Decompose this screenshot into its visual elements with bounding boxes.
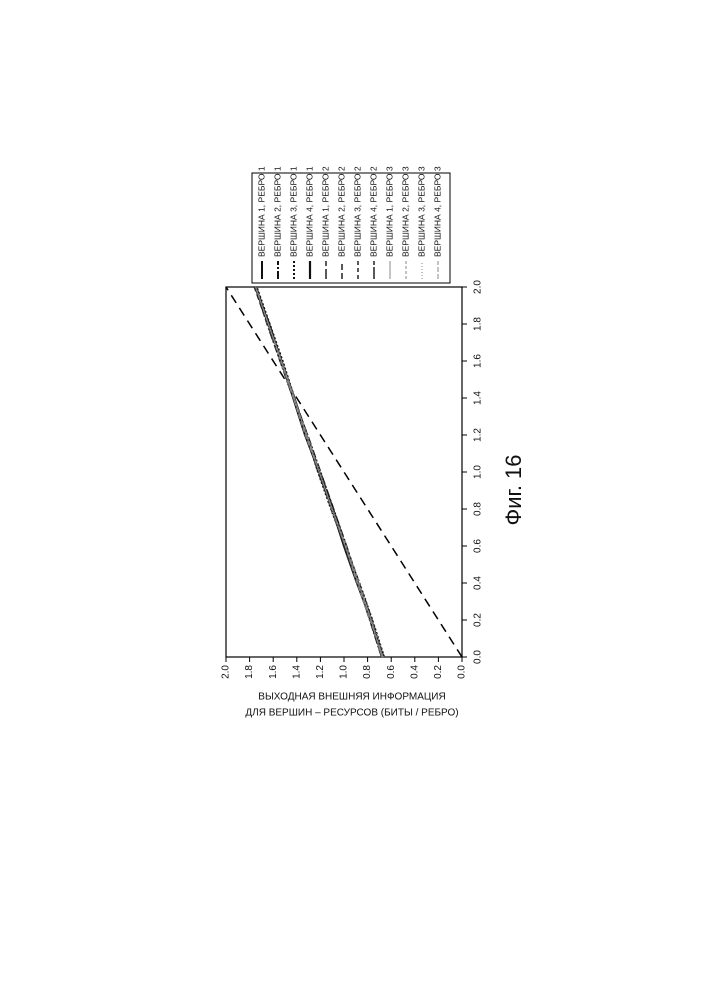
y-tick-label: 2.0 (221, 665, 232, 679)
x-tick-label: 0.6 (473, 539, 484, 553)
y-tick-label: 0.4 (409, 665, 420, 679)
x-tick-label: 1.6 (473, 354, 484, 368)
caption: Фиг. 16 (501, 454, 526, 525)
y-tick-label: 1.4 (291, 665, 302, 679)
legend-label: ВЕРШИНА 2, РЕБРО 3 (400, 166, 410, 257)
x-tick-label: 1.0 (473, 465, 484, 479)
chart: Фиг. 16 0.0 0.2 0.4 0.6 0.8 1.0 1.2 1.4 1.6 1.8 2.… (0, 0, 707, 1000)
x-tick-label: 0.8 (473, 502, 484, 516)
y-tick-label: 1.8 (244, 665, 255, 679)
y-tick-label: 1.0 (339, 665, 350, 679)
x-tick-label: 2.0 (473, 280, 484, 294)
y-axis-label: ВЫХОДНАЯ ВНЕШНЯЯ ИНФОРМАЦИЯ (258, 692, 445, 703)
y-axis-label: ДЛЯ ВЕРШИН – РЕСУРСОВ (БИТЫ / РЕБРО) (245, 708, 458, 719)
rotated-figure: Фиг. 16 0.0 0.2 0.4 0.6 0.8 1.0 1.2 1.4 1.6 1.8 2.… (221, 166, 526, 679)
y-tick-label: 0.2 (433, 665, 444, 679)
x-tick-label: 0.2 (473, 613, 484, 627)
legend-label: ВЕРШИНА 1, РЕБРО 2 (320, 166, 330, 257)
y-tick-label: 1.6 (268, 665, 279, 679)
legend-label: ВЕРШИНА 2, РЕБРО 1 (272, 166, 282, 257)
x-tick-label: 1.2 (473, 428, 484, 442)
y-tick-label: 1.2 (315, 665, 326, 679)
x-tick-label: 0.4 (473, 576, 484, 590)
legend-label: ВЕРШИНА 4, РЕБРО 1 (304, 166, 314, 257)
y-tick-label: 0.6 (386, 665, 397, 679)
legend-label: ВЕРШИНА 4, РЕБРО 3 (432, 166, 442, 257)
y-tick-label: 0.8 (362, 665, 373, 679)
reference-line (226, 287, 462, 657)
x-tick-label: 1.8 (473, 317, 484, 331)
legend-label: ВЕРШИНА 3, РЕБРО 2 (352, 166, 362, 257)
legend-label: ВЕРШИНА 1, РЕБРО 3 (384, 166, 394, 257)
x-tick-label: 0.0 (473, 650, 484, 664)
legend-label: ВЕРШИНА 4, РЕБРО 2 (368, 166, 378, 257)
y-tick-label: 0.0 (457, 665, 468, 679)
legend-label: ВЕРШИНА 3, РЕБРО 3 (416, 166, 426, 257)
legend-label: ВЕРШИНА 3, РЕБРО 1 (288, 166, 298, 257)
legend-label: ВЕРШИНА 2, РЕБРО 2 (336, 166, 346, 257)
legend-label: ВЕРШИНА 1, РЕБРО 1 (256, 166, 266, 257)
x-tick-label: 1.4 (473, 391, 484, 405)
